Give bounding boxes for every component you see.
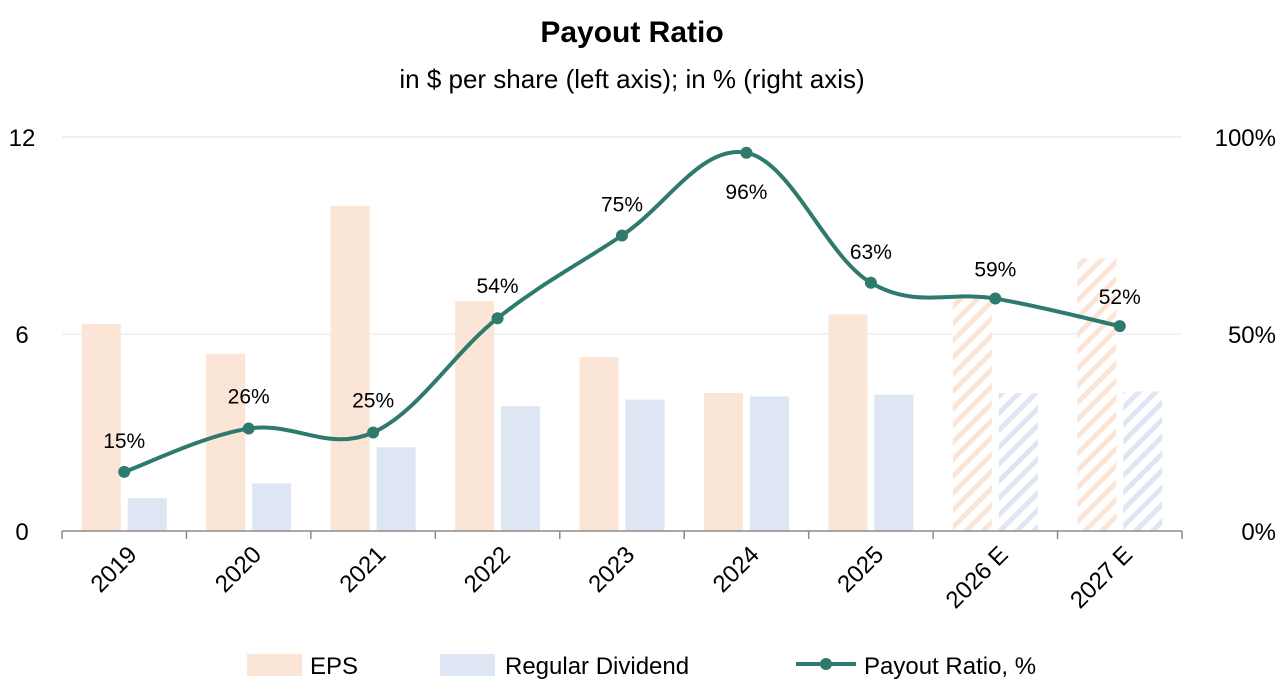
x-axis-tick-label: 2024	[708, 541, 765, 598]
x-axis-tick-label: 2022	[459, 541, 516, 598]
x-axis-tick-label: 2023	[583, 541, 640, 598]
bar-layer	[81, 205, 1163, 531]
x-axis-tick-label: 2026 E	[941, 541, 1014, 614]
payout-ratio-point	[242, 422, 255, 435]
right-axis-tick-label: 0%	[1241, 519, 1276, 546]
legend-eps-swatch	[247, 654, 302, 676]
eps-bar	[81, 324, 121, 531]
payout-ratio-label: 75%	[601, 194, 643, 217]
eps-bar	[1077, 258, 1117, 531]
payout-ratio-label: 59%	[974, 259, 1016, 282]
chart-title: Payout Ratio	[540, 16, 723, 49]
legend-dividend-label: Regular Dividend	[505, 653, 689, 680]
payout-ratio-point	[740, 146, 753, 159]
x-axis-tick-label: 2020	[210, 541, 267, 598]
left-axis-ticks: 0 6 12	[9, 125, 36, 546]
chart-subtitle: in $ per share (left axis); in % (right …	[399, 64, 864, 94]
dividend-bar	[749, 396, 789, 531]
payout-ratio-point	[864, 276, 877, 289]
x-axis-ticks: 2019 2020 2021 2022 2023 2024 2025 2026 E 2027 E	[86, 541, 1138, 614]
payout-ratio-label: 96%	[725, 181, 767, 204]
payout-ratio-label: 54%	[477, 275, 519, 298]
legend-payout-marker	[820, 658, 832, 670]
payout-line-layer	[118, 146, 1126, 478]
eps-bar	[952, 297, 992, 531]
payout-ratio-point	[989, 292, 1002, 305]
dividend-bar	[501, 406, 541, 531]
payout-ratio-point	[118, 465, 131, 478]
eps-bar	[206, 353, 246, 531]
dividend-bar	[874, 394, 914, 531]
eps-bar	[579, 356, 619, 531]
payout-ratio-label: 63%	[850, 241, 892, 264]
dividend-bar	[625, 399, 665, 531]
payout-ratio-point	[491, 312, 504, 325]
right-axis-tick-label: 100%	[1215, 125, 1276, 152]
left-axis-tick-label: 6	[15, 322, 28, 349]
payout-ratio-point	[367, 426, 380, 439]
dividend-bar	[1123, 391, 1163, 531]
dividend-bar	[376, 447, 416, 531]
payout-ratio-label: 15%	[103, 430, 145, 453]
legend-payout-label: Payout Ratio, %	[864, 653, 1036, 680]
x-axis-tick-label: 2027 E	[1065, 541, 1138, 614]
payout-ratio-label: 52%	[1099, 286, 1141, 309]
eps-bar	[330, 205, 370, 531]
dividend-bar	[998, 393, 1038, 531]
gridlines	[62, 136, 1182, 335]
legend: EPS Regular Dividend Payout Ratio, %	[247, 653, 1036, 680]
eps-bar	[455, 301, 495, 531]
payout-ratio-point	[1113, 320, 1126, 333]
x-axis-tick-label: 2025	[832, 541, 889, 598]
eps-bar	[703, 393, 743, 531]
right-axis-tick-label: 50%	[1228, 322, 1276, 349]
payout-ratio-label: 25%	[352, 390, 394, 413]
legend-dividend-swatch	[440, 654, 495, 676]
right-axis-ticks: 0% 50% 100%	[1215, 125, 1276, 546]
dividend-bar	[252, 483, 292, 531]
eps-bar	[828, 314, 868, 531]
dividend-bar	[127, 498, 167, 531]
legend-eps-label: EPS	[310, 653, 358, 680]
payout-ratio-label: 26%	[228, 386, 270, 409]
data-labels: 15% 26% 25% 54% 75% 96% 63% 59% 52%	[103, 181, 1141, 453]
x-axis-tick-label: 2021	[335, 541, 392, 598]
left-axis-tick-label: 12	[9, 125, 36, 152]
left-axis-tick-label: 0	[15, 519, 28, 546]
x-axis	[61, 530, 1183, 539]
x-axis-tick-label: 2019	[86, 541, 143, 598]
payout-ratio-point	[616, 229, 628, 242]
